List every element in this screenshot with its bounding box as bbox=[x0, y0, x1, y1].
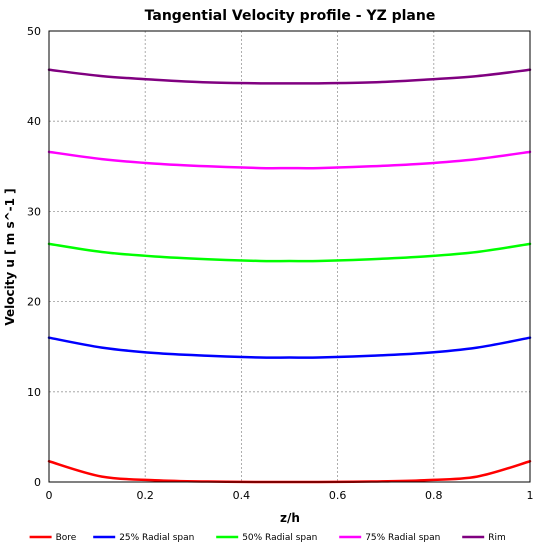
legend-label: Bore bbox=[56, 533, 77, 543]
y-tick-label: 20 bbox=[27, 296, 41, 309]
y-tick-label: 50 bbox=[27, 25, 41, 38]
legend: Bore 25% Radial span 50% Radial span 75% Ra… bbox=[29, 533, 506, 543]
series-line-3 bbox=[47, 150, 532, 170]
series-line-1 bbox=[47, 336, 532, 359]
legend-label: Rim bbox=[488, 533, 506, 543]
legend-label: 50% Radial span bbox=[242, 533, 317, 543]
y-axis-label: Velocity u [ m s^-1 ] bbox=[3, 188, 17, 325]
series-line-2 bbox=[47, 242, 532, 263]
x-tick-label: 0.4 bbox=[233, 489, 251, 502]
y-tick-label: 0 bbox=[34, 476, 41, 489]
series-line-0 bbox=[47, 460, 532, 484]
x-tick-label: 0.2 bbox=[136, 489, 154, 502]
y-tick-label: 10 bbox=[27, 386, 41, 399]
x-tick-label: 0.8 bbox=[425, 489, 443, 502]
plot-frame bbox=[48, 30, 531, 483]
x-tick-label: 0 bbox=[46, 489, 53, 502]
x-axis-label: z/h bbox=[280, 511, 300, 525]
legend-label: 25% Radial span bbox=[119, 533, 194, 543]
series-line-4 bbox=[47, 68, 532, 85]
y-tick-label: 30 bbox=[27, 205, 41, 218]
grid-layer bbox=[49, 31, 530, 482]
legend-label: 75% Radial span bbox=[365, 533, 440, 543]
x-tick-labels: 0 0.2 0.4 0.6 0.8 1 bbox=[46, 489, 534, 502]
x-tick-label: 1 bbox=[527, 489, 534, 502]
y-tick-labels: 0 10 20 30 40 50 bbox=[27, 25, 41, 489]
y-tick-label: 40 bbox=[27, 115, 41, 128]
x-tick-label: 0.6 bbox=[329, 489, 347, 502]
series-layer bbox=[47, 68, 532, 484]
chart-title: Tangential Velocity profile - YZ plane bbox=[145, 8, 436, 24]
